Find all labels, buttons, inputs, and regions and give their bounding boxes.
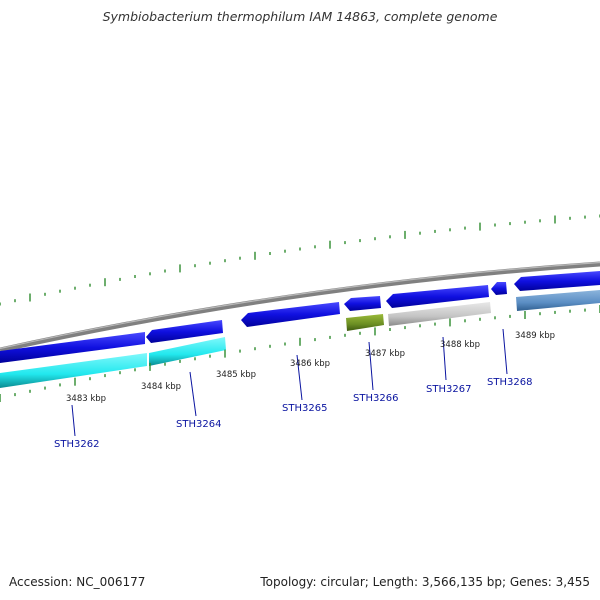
scale-label-3488: 3488 kbp	[440, 340, 480, 350]
accession-text: Accession: NC_006177	[9, 575, 146, 589]
gene-block-reverse[interactable]	[149, 337, 226, 366]
gene-label-sth3268[interactable]: STH3268	[487, 377, 532, 388]
gene-arrow-forward[interactable]	[241, 302, 340, 327]
gene-label-sth3264[interactable]: STH3264	[176, 419, 221, 430]
gene-label-sth3267[interactable]: STH3267	[426, 384, 471, 395]
gene-arrow-forward[interactable]	[514, 271, 600, 291]
gene-block-reverse[interactable]	[346, 314, 384, 331]
gene-block-reverse[interactable]	[516, 290, 600, 311]
scale-label-3489: 3489 kbp	[515, 331, 555, 341]
gene-arrow-forward[interactable]	[491, 282, 507, 295]
scale-label-3485: 3485 kbp	[216, 370, 256, 380]
scale-label-3483: 3483 kbp	[66, 394, 106, 404]
gene-arrow-forward[interactable]	[0, 332, 145, 363]
scale-label-3484: 3484 kbp	[141, 382, 181, 392]
gene-label-sth3265[interactable]: STH3265	[282, 403, 327, 414]
gene-leader-lines	[71, 328, 508, 437]
gene-block-reverse[interactable]	[388, 302, 491, 326]
genome-title: Symbiobacterium thermophilum IAM 14863, …	[102, 9, 498, 24]
scale-label-3486: 3486 kbp	[290, 359, 330, 369]
genome-backbone	[0, 261, 600, 353]
gene-arrow-forward[interactable]	[146, 320, 223, 343]
scale-label-3487: 3487 kbp	[365, 349, 405, 359]
gene-label-sth3262[interactable]: STH3262	[54, 439, 99, 450]
gene-label-sth3266[interactable]: STH3266	[353, 393, 398, 404]
inner-tick-ring	[0, 305, 600, 402]
gene-block-reverse[interactable]	[0, 353, 147, 388]
genome-backbone-highlight	[0, 261, 600, 350]
gene-arrow-forward[interactable]	[386, 285, 489, 308]
gene-arrow-forward[interactable]	[344, 296, 381, 311]
genome-summary-text: Topology: circular; Length: 3,566,135 bp…	[260, 575, 590, 589]
outer-tick-ring	[0, 214, 600, 306]
